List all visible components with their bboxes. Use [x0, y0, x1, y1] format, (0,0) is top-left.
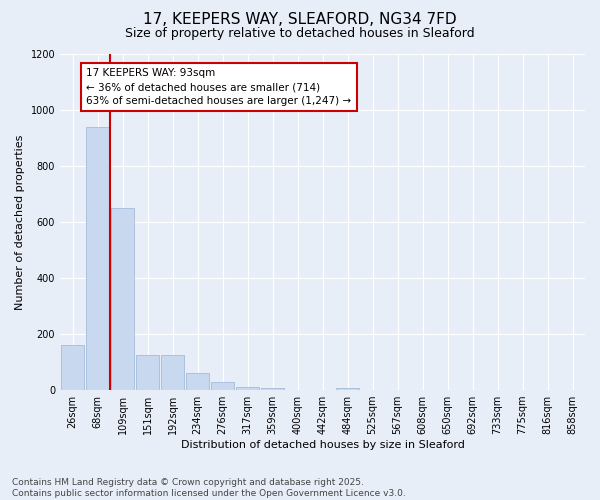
Bar — [211, 382, 234, 390]
Text: 17 KEEPERS WAY: 93sqm
← 36% of detached houses are smaller (714)
63% of semi-det: 17 KEEPERS WAY: 93sqm ← 36% of detached … — [86, 68, 352, 106]
Bar — [86, 127, 109, 390]
Bar — [111, 208, 134, 390]
Bar — [136, 355, 159, 390]
Text: 17, KEEPERS WAY, SLEAFORD, NG34 7FD: 17, KEEPERS WAY, SLEAFORD, NG34 7FD — [143, 12, 457, 28]
X-axis label: Distribution of detached houses by size in Sleaford: Distribution of detached houses by size … — [181, 440, 464, 450]
Bar — [336, 388, 359, 390]
Y-axis label: Number of detached properties: Number of detached properties — [15, 134, 25, 310]
Bar — [261, 388, 284, 390]
Bar — [161, 355, 184, 390]
Text: Size of property relative to detached houses in Sleaford: Size of property relative to detached ho… — [125, 28, 475, 40]
Text: Contains HM Land Registry data © Crown copyright and database right 2025.
Contai: Contains HM Land Registry data © Crown c… — [12, 478, 406, 498]
Bar — [61, 346, 84, 390]
Bar — [186, 374, 209, 390]
Bar — [236, 386, 259, 390]
